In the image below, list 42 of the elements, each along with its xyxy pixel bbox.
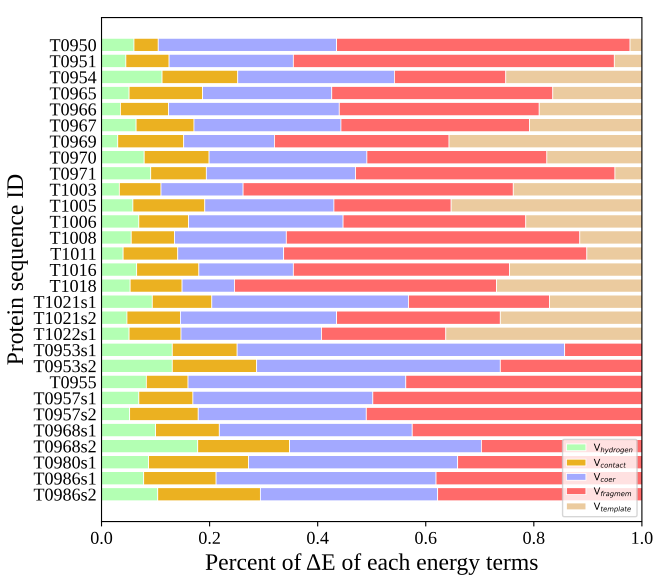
y-tick-label: T0953s2 — [34, 360, 96, 372]
x-tick-label: 0.4 — [307, 532, 329, 544]
y-tick-label: T0968s1 — [34, 424, 96, 436]
y-tick-label: T0980s1 — [34, 456, 96, 469]
legend-label: V$_{coer}$ — [594, 473, 616, 482]
y-tick-label: T1021s1 — [34, 296, 96, 308]
x-tick-label: 0.8 — [523, 532, 544, 544]
y-tick-label: T0965 — [50, 87, 96, 100]
x-axis-title: Percent of ΔE of each energy terms — [206, 553, 538, 575]
y-tick-label: T0986s1 — [34, 472, 96, 485]
y-tick-label: T0970 — [50, 151, 96, 164]
legend-label: V$_{hydrogen}$ — [594, 444, 632, 454]
y-tick-label: T0957s2 — [34, 408, 96, 420]
y-tick-label: T0971 — [50, 168, 96, 180]
y-tick-label: T1008 — [50, 232, 96, 244]
y-tick-label: T1006 — [50, 216, 96, 228]
y-tick-label: T1018 — [50, 280, 96, 292]
y-tick-label: T1021s2 — [34, 312, 96, 324]
y-tick-label: T0955 — [50, 376, 96, 388]
y-tick-label: T0957s1 — [34, 392, 96, 404]
y-tick-label: T0967 — [50, 119, 96, 132]
x-tick-label: 0.6 — [415, 532, 436, 544]
y-tick-label: T0953s1 — [34, 344, 96, 356]
y-tick-label: T0966 — [50, 103, 96, 116]
y-tick-label: T0969 — [50, 135, 96, 148]
y-tick-label: T0950 — [50, 39, 96, 52]
legend-label: V$_{contact}$ — [594, 458, 626, 468]
x-tick-label: 0.0 — [90, 532, 112, 544]
y-tick-label: T1011 — [50, 248, 96, 260]
y-tick-label: T0954 — [50, 71, 96, 84]
y-axis-title: Protein sequence ID — [7, 174, 28, 365]
legend-label: V$_{template}$ — [594, 502, 631, 513]
y-tick-label: T1003 — [50, 184, 96, 196]
legend-label: V$_{fragmem}$ — [594, 487, 632, 498]
y-tick-label: T1022s1 — [34, 328, 96, 340]
y-tick-label: T0968s2 — [34, 440, 96, 453]
x-tick-label: 1.0 — [632, 532, 652, 544]
y-tick-label: T1005 — [50, 200, 96, 212]
y-tick-label: T0951 — [50, 55, 96, 68]
x-tick-label: 0.2 — [199, 532, 220, 544]
y-tick-label: T1016 — [50, 264, 96, 276]
y-tick-label: T0986s2 — [34, 488, 96, 501]
